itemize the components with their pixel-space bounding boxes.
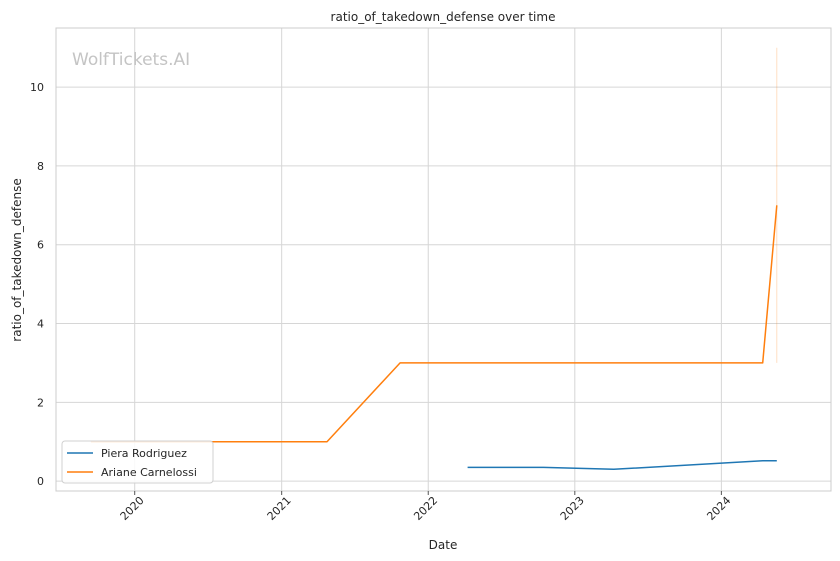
y-tick-label: 0 — [37, 475, 44, 488]
y-axis-title: ratio_of_takedown_defense — [10, 178, 24, 341]
y-tick-label: 4 — [37, 318, 44, 331]
x-tick-label: 2024 — [704, 494, 733, 523]
y-tick-label: 10 — [30, 81, 44, 94]
x-axis-title: Date — [429, 538, 458, 552]
y-tick-label: 2 — [37, 396, 44, 409]
plot-frame — [55, 27, 832, 492]
legend-label-piera: Piera Rodriguez — [101, 447, 187, 460]
legend: Piera Rodriguez Ariane Carnelossi — [61, 440, 214, 484]
chart-title: ratio_of_takedown_defense over time — [331, 10, 556, 24]
x-tick-label: 2023 — [558, 494, 587, 523]
y-axis-ticks: 0 2 4 6 8 10 — [30, 81, 44, 488]
series-line-0 — [467, 459, 777, 471]
series-line-1 — [90, 205, 778, 443]
x-axis-ticks: 2020 2021 2022 2023 2024 — [118, 491, 733, 523]
legend-label-ariane: Ariane Carnelossi — [101, 466, 197, 479]
x-tick-label: 2020 — [118, 494, 147, 523]
x-tick-label: 2022 — [411, 494, 440, 523]
watermark: WolfTickets.AI — [72, 50, 190, 70]
y-tick-label: 8 — [37, 160, 44, 173]
y-tick-label: 6 — [37, 239, 44, 252]
legend-box — [61, 440, 214, 484]
series-lines — [90, 205, 778, 471]
x-tick-label: 2021 — [265, 494, 294, 523]
grid — [56, 28, 831, 491]
